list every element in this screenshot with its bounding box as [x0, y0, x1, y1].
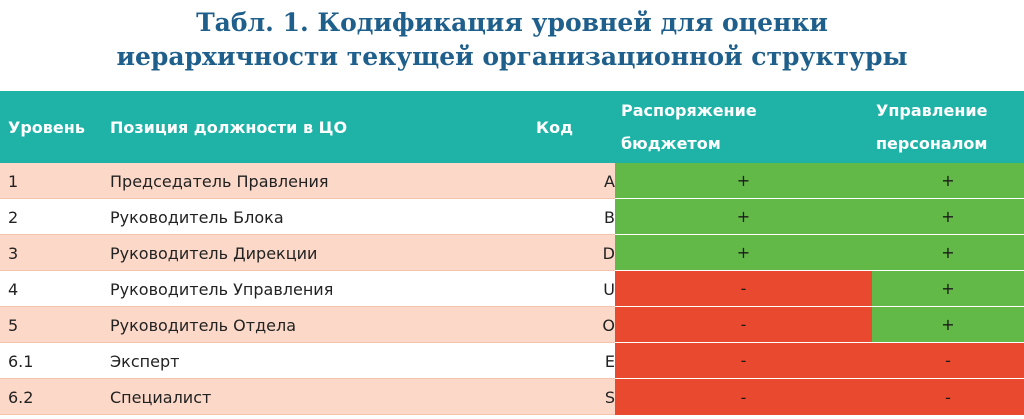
- cell-position: Председатель Правления: [110, 171, 329, 191]
- cell-level: 6.1: [8, 351, 34, 371]
- table-row: 4 Руководитель Управления U - +: [0, 271, 1024, 307]
- cell-code: A: [604, 171, 615, 191]
- cell-budget: -: [615, 379, 872, 415]
- cell-staff: +: [872, 163, 1024, 199]
- cell-level: 3: [8, 243, 19, 263]
- cell-budget: +: [615, 199, 872, 235]
- table-title: Табл. 1. Кодификация уровней для оценки …: [0, 0, 1024, 88]
- header-budget-line-2: бюджетом: [621, 134, 721, 153]
- cell-budget: -: [615, 271, 872, 307]
- cell-code: E: [604, 351, 615, 371]
- header-staff: Управление персоналом: [876, 91, 1016, 163]
- cell-position: Руководитель Блока: [110, 207, 284, 227]
- table-row: 5 Руководитель Отдела O - +: [0, 307, 1024, 343]
- cell-level: 2: [8, 207, 19, 227]
- header-level: Уровень: [8, 117, 85, 137]
- header-budget: Распоряжение бюджетом: [621, 91, 861, 163]
- table-row: 6.2 Специалист S - -: [0, 379, 1024, 415]
- header-staff-line-1: Управление: [876, 101, 988, 120]
- cell-staff: -: [872, 379, 1024, 415]
- cell-code: S: [604, 387, 615, 407]
- cell-budget: -: [615, 307, 872, 343]
- header-position: Позиция должности в ЦО: [110, 117, 348, 137]
- cell-position: Специалист: [110, 387, 212, 407]
- cell-position: Руководитель Дирекции: [110, 243, 318, 263]
- cell-position: Руководитель Управления: [110, 279, 334, 299]
- cell-staff: +: [872, 271, 1024, 307]
- cell-code: B: [604, 207, 615, 227]
- header-code: Код: [536, 117, 573, 137]
- header-budget-line-1: Распоряжение: [621, 101, 757, 120]
- cell-level: 6.2: [8, 387, 34, 407]
- cell-staff: -: [872, 343, 1024, 379]
- cell-code: U: [603, 279, 615, 299]
- cell-staff: +: [872, 235, 1024, 271]
- cell-level: 4: [8, 279, 19, 299]
- table-row: 6.1 Эксперт E - -: [0, 343, 1024, 379]
- cell-budget: -: [615, 343, 872, 379]
- cell-position: Эксперт: [110, 351, 180, 371]
- cell-code: D: [602, 243, 615, 263]
- table-row: 2 Руководитель Блока B + +: [0, 199, 1024, 235]
- cell-staff: +: [872, 199, 1024, 235]
- cell-budget: +: [615, 163, 872, 199]
- table-row: 3 Руководитель Дирекции D + +: [0, 235, 1024, 271]
- table-row: 1 Председатель Правления A + +: [0, 163, 1024, 199]
- cell-level: 5: [8, 315, 19, 335]
- cell-budget: +: [615, 235, 872, 271]
- header-staff-line-2: персоналом: [876, 134, 988, 153]
- title-line-2: иерархичности текущей организационной ст…: [116, 42, 908, 71]
- table-header: Уровень Позиция должности в ЦО Код Распо…: [0, 91, 1024, 163]
- title-line-1: Табл. 1. Кодификация уровней для оценки: [196, 8, 828, 37]
- cell-code: O: [602, 315, 615, 335]
- cell-staff: +: [872, 307, 1024, 343]
- cell-position: Руководитель Отдела: [110, 315, 297, 335]
- cell-level: 1: [8, 171, 19, 191]
